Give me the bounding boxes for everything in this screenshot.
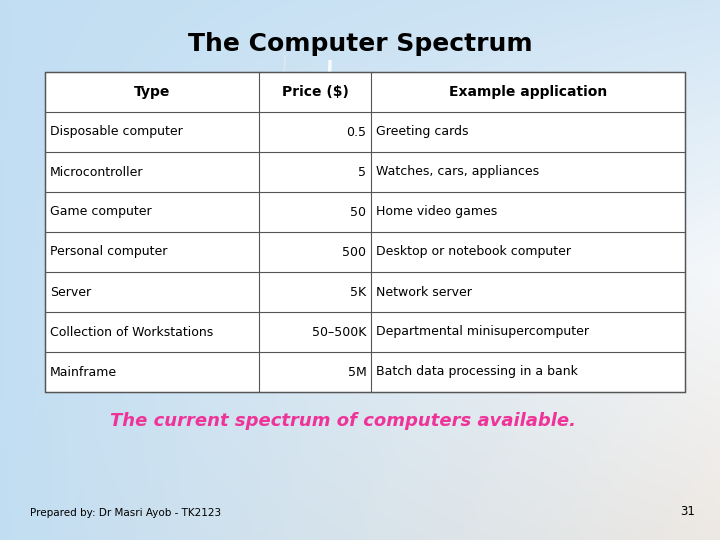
Text: Departmental minisupercomputer: Departmental minisupercomputer [377,326,590,339]
Text: Greeting cards: Greeting cards [377,125,469,138]
Text: The current spectrum of computers available.: The current spectrum of computers availa… [110,412,576,430]
Text: Mainframe: Mainframe [50,366,117,379]
Text: Microcontroller: Microcontroller [50,165,143,179]
Text: 50: 50 [351,206,366,219]
Text: 5M: 5M [348,366,366,379]
Text: 50–500K: 50–500K [312,326,366,339]
Text: 0.5: 0.5 [346,125,366,138]
Text: Home video games: Home video games [377,206,498,219]
Text: 5: 5 [359,165,366,179]
Text: Server: Server [50,286,91,299]
Text: Price ($): Price ($) [282,85,348,99]
Text: Prepared by: Dr Masri Ayob - TK2123: Prepared by: Dr Masri Ayob - TK2123 [30,508,221,518]
Text: Batch data processing in a bank: Batch data processing in a bank [377,366,578,379]
Text: 31: 31 [680,505,695,518]
Text: Collection of Workstations: Collection of Workstations [50,326,213,339]
Text: The Computer Spectrum: The Computer Spectrum [188,32,532,56]
Text: Example application: Example application [449,85,608,99]
Text: Desktop or notebook computer: Desktop or notebook computer [377,246,572,259]
Text: Type: Type [134,85,171,99]
Text: Disposable computer: Disposable computer [50,125,183,138]
Text: Game computer: Game computer [50,206,152,219]
Text: 500: 500 [343,246,366,259]
Text: 5K: 5K [350,286,366,299]
Text: Watches, cars, appliances: Watches, cars, appliances [377,165,539,179]
Text: Network server: Network server [377,286,472,299]
Bar [45,72,685,392]
Text: Personal computer: Personal computer [50,246,167,259]
